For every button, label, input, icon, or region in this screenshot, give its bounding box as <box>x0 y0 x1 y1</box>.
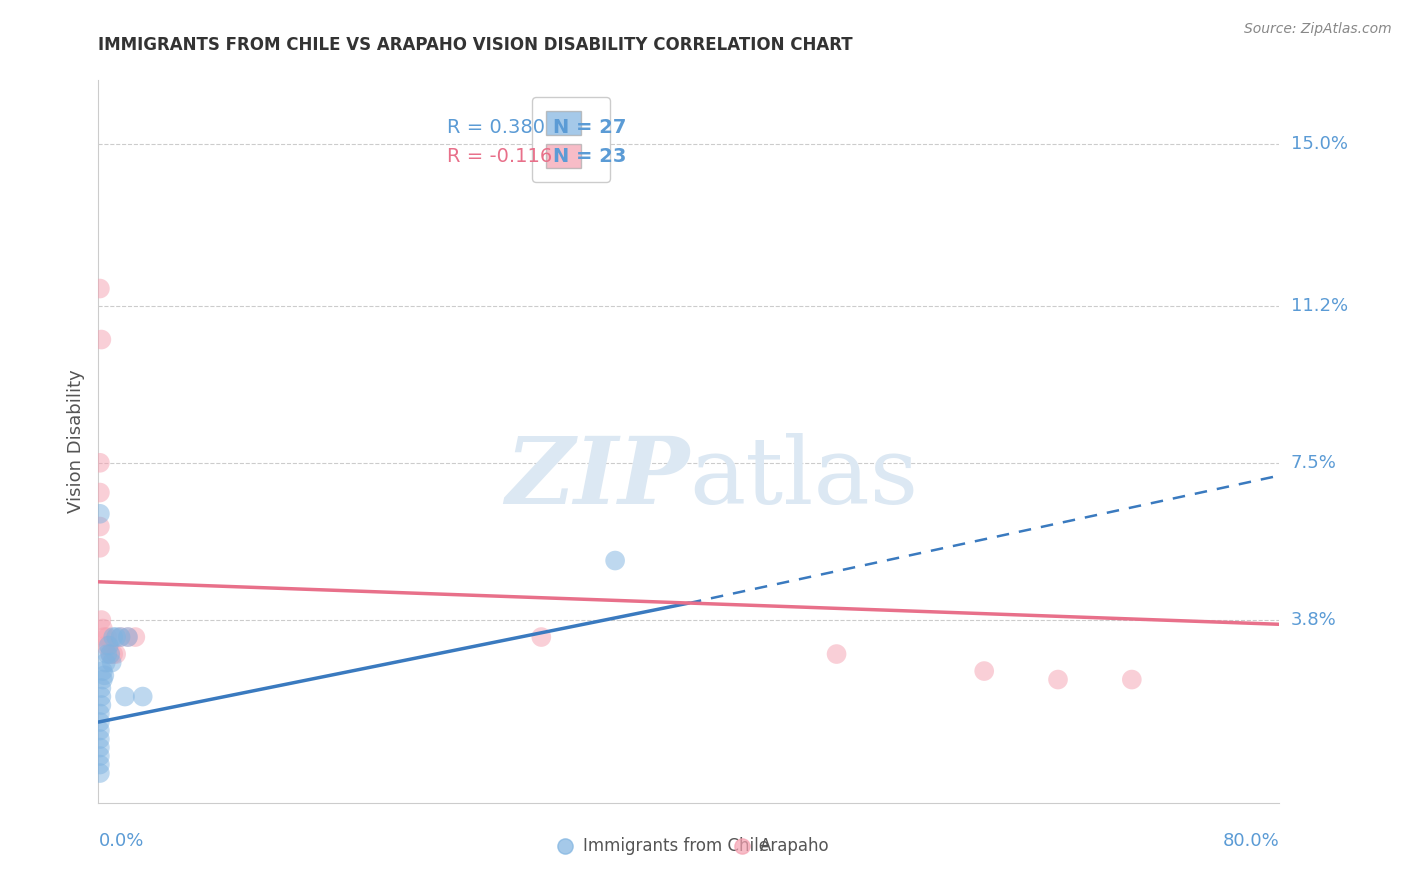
Point <box>90 698 112 712</box>
Point <box>94 656 117 670</box>
Point <box>90 681 112 695</box>
Point <box>105 630 128 644</box>
Point <box>89 732 111 747</box>
Point <box>114 690 136 704</box>
Point <box>97 639 120 653</box>
Point <box>96 630 118 644</box>
Text: R = 0.380: R = 0.380 <box>447 118 546 136</box>
Point <box>91 664 114 678</box>
Point <box>93 630 115 644</box>
Point <box>93 668 115 682</box>
Legend: , : , <box>531 97 610 182</box>
Point <box>89 485 111 500</box>
Point <box>103 630 125 644</box>
Text: N = 23: N = 23 <box>553 146 627 166</box>
Text: atlas: atlas <box>689 433 918 523</box>
Point <box>1046 673 1070 687</box>
Point <box>89 507 111 521</box>
Y-axis label: Vision Disability: Vision Disability <box>66 369 84 514</box>
Point <box>110 630 132 644</box>
Point <box>89 541 111 555</box>
Point <box>90 333 112 347</box>
Point <box>89 714 111 729</box>
Point <box>91 673 114 687</box>
Point <box>124 630 146 644</box>
Point <box>89 519 111 533</box>
Point <box>117 630 139 644</box>
Point <box>98 647 121 661</box>
Text: 15.0%: 15.0% <box>1291 135 1347 153</box>
Point <box>89 740 111 755</box>
Point <box>89 766 111 780</box>
Point <box>89 281 111 295</box>
Point <box>605 553 627 567</box>
Text: IMMIGRANTS FROM CHILE VS ARAPAHO VISION DISABILITY CORRELATION CHART: IMMIGRANTS FROM CHILE VS ARAPAHO VISION … <box>98 36 853 54</box>
Point <box>89 456 111 470</box>
Point <box>105 647 128 661</box>
Point <box>1121 673 1143 687</box>
Point <box>97 639 120 653</box>
Text: ZIP: ZIP <box>505 433 689 523</box>
Text: 11.2%: 11.2% <box>1291 296 1348 315</box>
Point <box>90 690 112 704</box>
Text: 3.8%: 3.8% <box>1291 611 1336 629</box>
Text: Source: ZipAtlas.com: Source: ZipAtlas.com <box>1244 22 1392 37</box>
Point <box>103 647 125 661</box>
Text: 7.5%: 7.5% <box>1291 454 1337 472</box>
Point <box>89 723 111 738</box>
Point <box>100 656 122 670</box>
Text: 80.0%: 80.0% <box>1223 831 1279 850</box>
Point <box>91 622 114 636</box>
Point <box>94 639 117 653</box>
Point <box>89 706 111 721</box>
Text: Immigrants from Chile: Immigrants from Chile <box>582 838 769 855</box>
Text: N = 27: N = 27 <box>553 118 627 136</box>
Point <box>90 613 112 627</box>
Point <box>117 630 139 644</box>
Point <box>132 690 155 704</box>
Point <box>98 647 121 661</box>
Point <box>530 630 553 644</box>
Point <box>89 749 111 764</box>
Point <box>89 757 111 772</box>
Text: 0.0%: 0.0% <box>98 831 143 850</box>
Point <box>973 664 995 678</box>
Text: R = -0.116: R = -0.116 <box>447 146 553 166</box>
Point <box>96 647 118 661</box>
Text: Arapaho: Arapaho <box>759 838 830 855</box>
Point <box>825 647 848 661</box>
Point <box>110 630 132 644</box>
